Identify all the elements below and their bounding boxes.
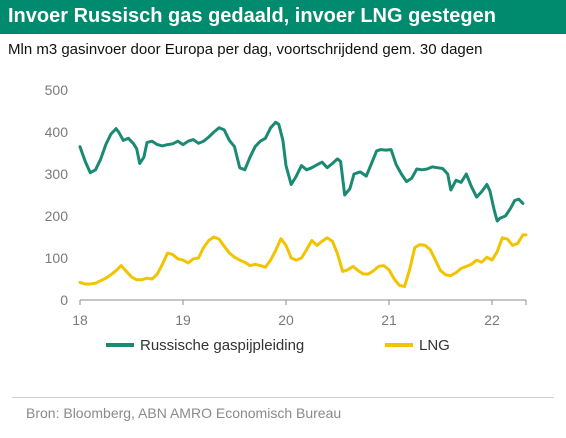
chart-subtitle: Mln m3 gasinvoer door Europa per dag, vo…: [8, 41, 483, 58]
series-layer: [78, 120, 528, 289]
y-tick-label: 200: [45, 208, 69, 224]
title-bar: [0, 0, 566, 34]
chart-title: Invoer Russisch gas gedaald, invoer LNG …: [8, 5, 496, 27]
footer-divider: [12, 397, 554, 398]
y-tick-label: 500: [45, 82, 69, 98]
y-tick-label: 100: [45, 250, 69, 266]
y-axis-ticks: 0 100 200 300 400 500: [45, 82, 69, 308]
x-tick-label: 22: [484, 312, 500, 328]
y-tick-label: 400: [45, 124, 69, 140]
x-tick-label: 21: [381, 312, 397, 328]
x-axis: 18 19 20 21 22: [72, 299, 527, 328]
y-tick-label: 0: [60, 292, 68, 308]
series-line-russische-gaspijpleiding: [78, 120, 525, 223]
legend: Russische gaspijpleiding LNG: [106, 337, 450, 354]
series-line-lng: [78, 233, 528, 289]
x-tick-label: 18: [72, 312, 88, 328]
source-note: Bron: Bloomberg, ABN AMRO Economisch Bur…: [26, 405, 342, 421]
x-tick-label: 19: [175, 312, 191, 328]
y-tick-label: 300: [45, 166, 69, 182]
legend-label: Russische gaspijpleiding: [140, 337, 304, 354]
legend-label: LNG: [419, 337, 450, 354]
x-tick-label: 20: [278, 312, 294, 328]
